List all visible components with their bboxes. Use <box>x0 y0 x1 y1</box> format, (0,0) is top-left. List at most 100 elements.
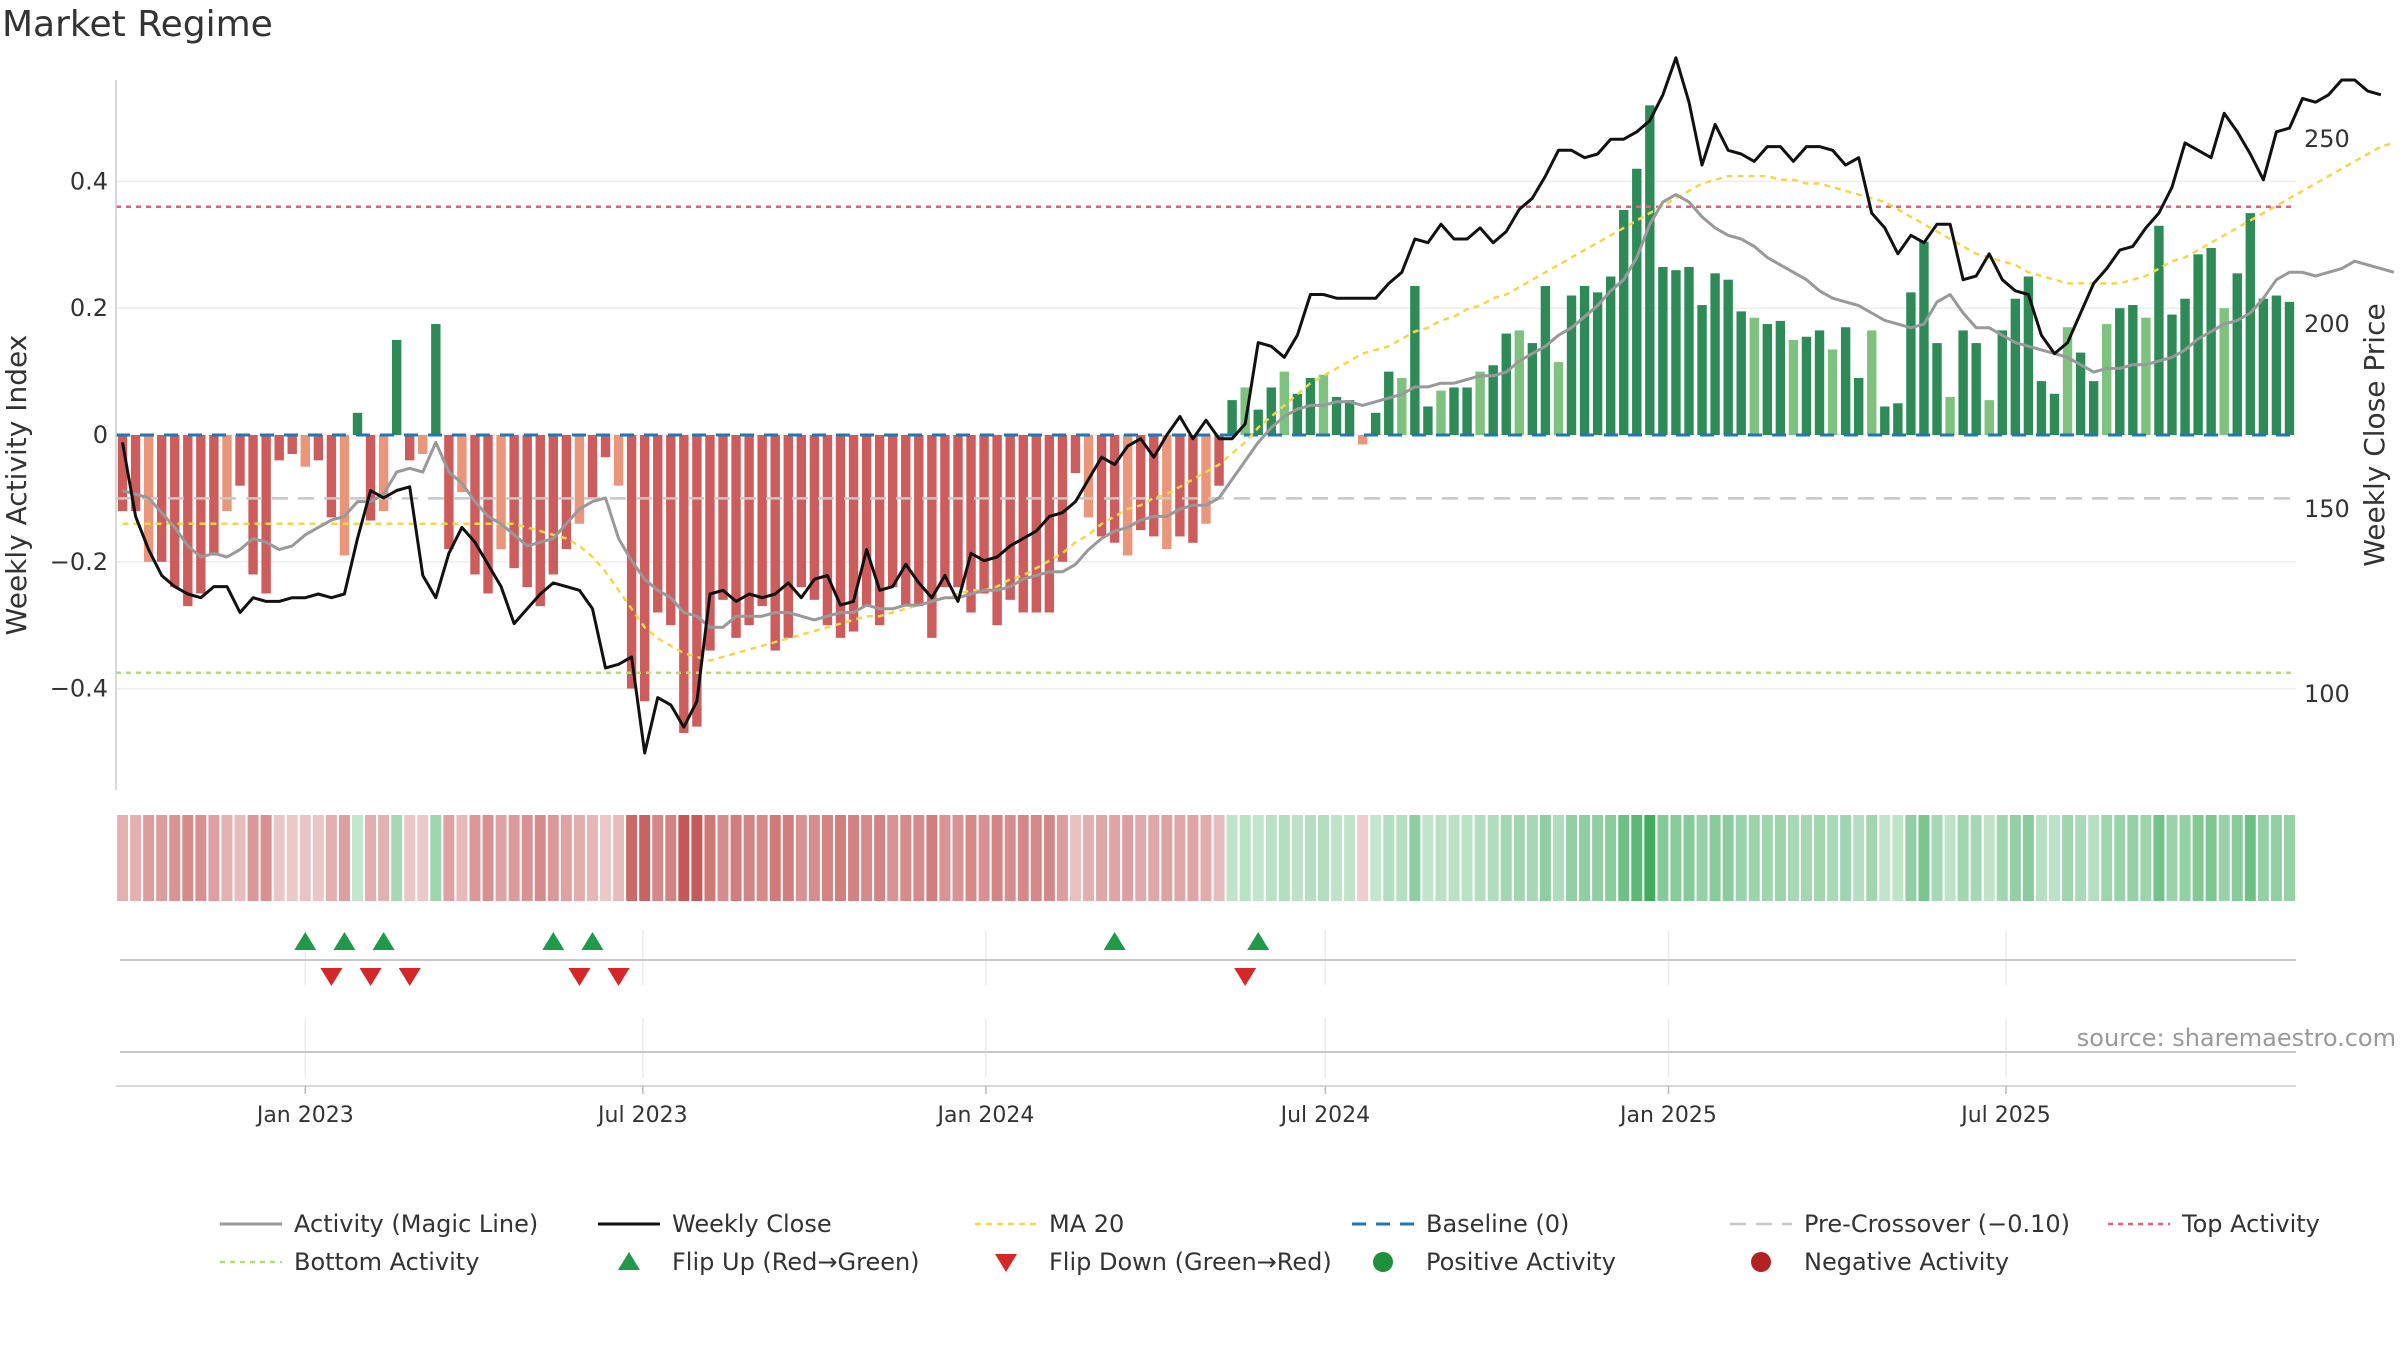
heat-cell <box>821 815 833 901</box>
heat-cell <box>1161 815 1173 901</box>
heat-cell <box>417 815 429 901</box>
heat-cell <box>678 815 690 901</box>
activity-bar <box>2271 295 2282 435</box>
activity-bar <box>1945 396 1955 435</box>
activity-bar <box>117 435 128 512</box>
activity-bar <box>235 435 245 486</box>
activity-bar <box>2141 317 2151 435</box>
legend-label: Positive Activity <box>1426 1248 1616 1276</box>
activity-bar <box>2088 381 2099 435</box>
heat-cell <box>1265 815 1277 901</box>
activity-bar <box>1083 435 1094 518</box>
activity-bar <box>1227 400 1237 435</box>
y-tick-label: 0.4 <box>70 167 108 195</box>
legend-item: Negative Activity <box>1751 1248 2009 1276</box>
heat-cell <box>1030 815 1042 901</box>
heat-cell <box>1252 815 1264 901</box>
heat-cell <box>1043 815 1055 901</box>
activity-bar <box>496 435 506 550</box>
heat-cell <box>195 815 207 901</box>
heat-cell <box>221 815 233 901</box>
heat-cell <box>2192 815 2204 901</box>
heat-cell <box>156 815 168 901</box>
activity-bar <box>1645 105 1655 435</box>
activity-bar <box>444 435 454 550</box>
heat-cell <box>430 815 442 901</box>
heat-cell <box>1500 815 1512 901</box>
flip-down-marker <box>398 968 421 986</box>
activity-bar <box>1031 435 1041 613</box>
activity-bar <box>1410 286 1420 435</box>
source-label: source: sharemaestro.com <box>2077 1024 2396 1052</box>
heat-cell <box>913 815 925 901</box>
activity-bars <box>117 105 2295 733</box>
heat-cell <box>1213 815 1225 901</box>
heat-cell <box>887 815 899 901</box>
y2-tick-label: 150 <box>2304 495 2350 523</box>
heat-cell <box>508 815 520 901</box>
heat-cell <box>495 815 507 901</box>
legend-label: Weekly Close <box>672 1210 832 1238</box>
activity-bar <box>1501 333 1511 435</box>
heat-cell <box>2218 815 2230 901</box>
heat-cell <box>273 815 285 901</box>
activity-bar <box>170 435 180 588</box>
activity-bar <box>888 435 898 588</box>
heat-cell <box>1931 815 1943 901</box>
activity-bar <box>561 435 572 550</box>
activity-bar <box>2036 381 2047 435</box>
activity-bar <box>509 435 519 569</box>
y2-tick-label: 100 <box>2304 680 2350 708</box>
regime-heat-strip <box>117 815 2295 901</box>
activity-bar <box>809 435 820 600</box>
x-tick-label: Jul 2024 <box>1279 1103 1371 1128</box>
activity-bar <box>692 435 702 727</box>
heat-cell <box>1683 815 1695 901</box>
heat-cell <box>521 815 533 901</box>
heat-cell <box>247 815 259 901</box>
activity-bar <box>1997 330 2007 435</box>
activity-bar <box>2023 276 2034 435</box>
activity-bar <box>1044 435 1055 613</box>
activity-bar <box>2167 314 2177 435</box>
heat-cell <box>1644 815 1656 901</box>
activity-bar <box>600 435 611 458</box>
heat-cell <box>2049 815 2060 901</box>
legend-swatch <box>618 1252 640 1270</box>
heat-cell <box>1278 815 1290 901</box>
activity-bar <box>365 435 376 521</box>
activity-bar <box>2232 273 2242 435</box>
flip-down-marker <box>568 968 591 986</box>
heat-cell <box>1396 815 1408 901</box>
activity-bar <box>391 339 402 435</box>
activity-bar <box>1840 327 1851 435</box>
heat-cell <box>1892 815 1904 901</box>
activity-bar <box>261 435 271 594</box>
activity-bar <box>822 435 833 626</box>
y-tick-label: −0.2 <box>50 548 108 576</box>
heat-cell <box>1069 815 1081 901</box>
activity-bar <box>1592 292 1603 435</box>
activity-bar <box>535 435 545 607</box>
activity-bar <box>1279 371 1290 435</box>
heat-cell <box>1657 815 1669 901</box>
activity-bar <box>2128 305 2138 435</box>
x-tick-label: Jul 2025 <box>1959 1103 2051 1128</box>
y2-axis-title: Weekly Close Price <box>2358 303 2391 566</box>
activity-bar <box>130 435 141 512</box>
legend-label: Negative Activity <box>1804 1248 2009 1276</box>
flip-up-marker <box>581 932 604 950</box>
heat-cell <box>2062 815 2074 901</box>
flip-up-marker <box>1103 932 1126 950</box>
heat-cell <box>1135 815 1147 901</box>
y-tick-label: 0 <box>93 421 108 449</box>
flip-up-marker <box>333 932 356 950</box>
activity-bar <box>2115 308 2125 435</box>
legend-swatch <box>1751 1252 1771 1272</box>
activity-bar <box>966 435 976 613</box>
activity-bar <box>339 435 350 556</box>
activity-bar <box>418 435 428 455</box>
activity-bar <box>2075 352 2086 435</box>
heat-cell <box>1017 815 1029 901</box>
activity-bar <box>1723 279 1733 435</box>
